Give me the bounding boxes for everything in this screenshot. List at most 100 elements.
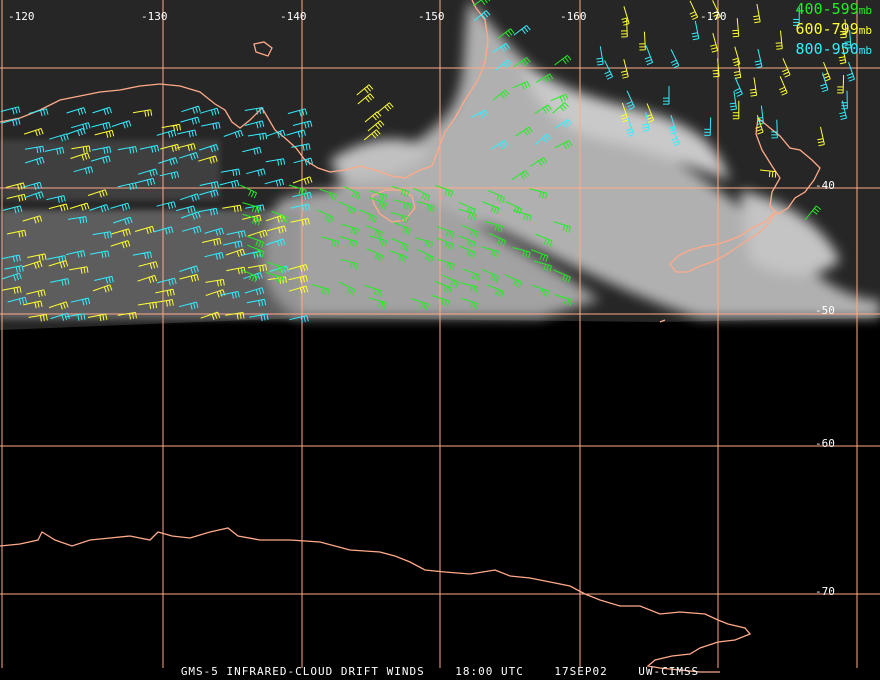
wind-barb <box>27 253 47 262</box>
wind-barb <box>441 274 459 288</box>
wind-barb <box>620 102 629 123</box>
longitude-label: -130 <box>141 10 168 23</box>
wind-barb <box>620 18 628 38</box>
wind-barb <box>668 114 677 135</box>
wind-barb <box>265 271 284 284</box>
wind-barb <box>70 297 91 306</box>
caption-date: 17SEP02 <box>554 665 608 678</box>
wind-barb <box>782 58 791 78</box>
wind-barb <box>288 184 307 197</box>
wind-barb <box>220 291 240 299</box>
wind-barb <box>139 144 160 153</box>
legend-unit: mb <box>858 44 872 57</box>
wind-barb <box>530 249 549 262</box>
wind-barb <box>7 296 28 305</box>
wind-barb <box>645 103 655 123</box>
wind-barb <box>434 280 453 294</box>
legend-unit: mb <box>858 4 872 17</box>
wind-barb <box>47 255 67 263</box>
wind-barb <box>1 254 21 263</box>
wind-barb <box>246 235 264 249</box>
wind-barb <box>226 230 246 238</box>
wind-barb <box>94 275 114 284</box>
wind-barb <box>316 209 334 223</box>
wind-barb <box>2 272 22 281</box>
wind-barb <box>512 80 531 90</box>
wind-barb <box>198 155 218 164</box>
new-zealand-north <box>755 116 821 215</box>
wind-barb <box>288 275 308 284</box>
wind-barb <box>754 48 763 69</box>
wind-barb <box>28 108 49 117</box>
wind-barb <box>248 229 268 238</box>
wind-barb <box>205 289 226 298</box>
wind-barb <box>70 152 90 161</box>
wind-barb <box>804 205 822 221</box>
wind-barb <box>176 143 196 152</box>
wind-barb <box>364 111 382 123</box>
wind-barb <box>338 201 356 215</box>
caption-source: UW-CIMSS <box>638 665 700 678</box>
wind-barb <box>265 158 286 166</box>
wind-barb <box>338 281 356 296</box>
wind-barb <box>363 129 381 141</box>
wind-barb <box>341 223 359 236</box>
wind-barb <box>458 235 476 249</box>
legend-entry: 400-599mb <box>796 0 872 20</box>
wind-barb <box>179 265 199 274</box>
wind-barb <box>489 233 507 247</box>
wind-barb <box>359 209 378 224</box>
wind-barb <box>504 274 522 288</box>
wind-barb <box>639 31 646 51</box>
wind-barb <box>132 251 153 259</box>
wind-barb <box>49 133 69 142</box>
wind-barb <box>535 233 553 247</box>
wind-barb <box>48 260 69 269</box>
wind-barb <box>529 157 548 167</box>
wind-barb <box>44 147 65 155</box>
wind-barb <box>137 301 158 310</box>
wind-barb <box>265 214 286 223</box>
image-caption: GMS-5 INFRARED-CLOUD DRIFT WINDS 18:00 U… <box>0 665 880 678</box>
wind-barb <box>243 272 263 281</box>
wind-barb <box>416 201 435 213</box>
wind-barb <box>470 109 489 119</box>
wind-barb <box>515 126 533 137</box>
wind-barb <box>292 120 313 129</box>
wind-barb <box>755 114 764 135</box>
wind-barb <box>198 207 218 216</box>
wind-barb <box>596 46 604 66</box>
wind-barb <box>417 248 435 263</box>
wind-barb <box>356 84 374 96</box>
wind-barb <box>180 193 200 202</box>
wind-barb <box>712 58 720 78</box>
wind-barb <box>511 170 530 181</box>
wind-barb <box>117 311 137 320</box>
wind-barb <box>482 201 500 215</box>
wind-barb <box>817 126 825 147</box>
wind-barb <box>343 186 361 200</box>
wind-barb <box>199 189 219 198</box>
wind-barb <box>663 86 670 105</box>
wind-barb <box>775 30 783 50</box>
wind-barb <box>533 260 552 272</box>
wind-barb <box>111 228 131 237</box>
wind-barb <box>734 77 743 97</box>
wind-barb <box>369 190 388 202</box>
wind-barb <box>154 299 174 307</box>
wind-barb <box>554 55 572 66</box>
wind-barb <box>435 185 454 198</box>
wind-barb <box>249 313 269 322</box>
wind-barb <box>117 146 138 154</box>
wind-barb <box>531 284 550 297</box>
wind-barb <box>671 126 680 147</box>
wind-barb <box>497 28 515 39</box>
wind-barb <box>411 298 429 311</box>
legend-entry: 600-799mb <box>796 20 872 40</box>
wind-barb <box>552 102 569 114</box>
wind-barb <box>223 240 243 249</box>
wind-barb <box>288 285 309 294</box>
wind-barb <box>550 93 569 103</box>
longitude-label: -170 <box>700 10 727 23</box>
